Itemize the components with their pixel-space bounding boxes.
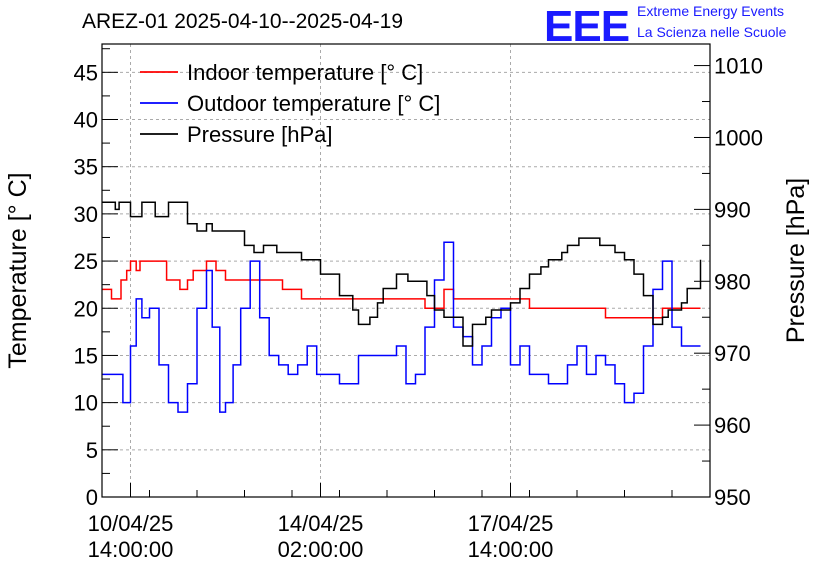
- y-tick-label: 0: [86, 485, 98, 510]
- y-tick-label: 20: [74, 296, 98, 321]
- series-line-3: [102, 201, 702, 347]
- legend-label-3: Pressure [hPa]: [187, 122, 333, 147]
- x-tick-label-date: 17/04/25: [468, 511, 554, 536]
- y-right-tick-label: 980: [714, 269, 751, 294]
- axes: 0 5 10 15 20 25 30 35 40 45 950 960 970 980 990 1000 101…: [4, 48, 810, 562]
- y-right-axis-title: Pressure [hPa]: [782, 178, 810, 343]
- logo-line-2: La Scienza nelle Scuole: [637, 24, 787, 40]
- y-tick-label: 35: [74, 155, 98, 180]
- y-tick-label: 40: [74, 108, 98, 133]
- y-tick-label: 5: [86, 438, 98, 463]
- y-axis-title: Temperature [° C]: [4, 172, 32, 368]
- y-tick-label: 25: [74, 249, 98, 274]
- legend-label-1: Indoor temperature [° C]: [187, 60, 423, 85]
- y-tick-label: 45: [74, 60, 98, 85]
- chart-title: AREZ-01 2025-04-10--2025-04-19: [82, 10, 404, 33]
- y-right-tick-label: 960: [714, 413, 751, 438]
- y-tick-label: 10: [74, 391, 98, 416]
- eee-logo: EEE: [544, 2, 630, 51]
- y-tick-label: 15: [74, 343, 98, 368]
- y-tick-label: 30: [74, 202, 98, 227]
- y-right-tick-label: 1000: [714, 125, 763, 150]
- plot-frame: [101, 43, 711, 498]
- logo-line-1: Extreme Energy Events: [637, 3, 785, 19]
- x-tick-label-time: 02:00:00: [278, 537, 364, 562]
- x-tick-label-date: 14/04/25: [278, 511, 364, 536]
- series-line-1: [102, 260, 701, 319]
- y-right-tick-label: 950: [714, 485, 751, 510]
- y-right-tick-label: 990: [714, 197, 751, 222]
- y-right-tick-label: 1010: [714, 54, 763, 79]
- legend: Indoor temperature [° C] Outdoor temperat…: [140, 60, 440, 147]
- x-tick-label-time: 14:00:00: [468, 537, 554, 562]
- legend-label-2: Outdoor temperature [° C]: [187, 91, 440, 116]
- series-layer: [102, 201, 702, 413]
- y-right-tick-label: 970: [714, 341, 751, 366]
- x-tick-label-date: 10/04/25: [88, 511, 174, 536]
- series-line-2: [102, 241, 701, 413]
- x-tick-label-time: 14:00:00: [88, 537, 174, 562]
